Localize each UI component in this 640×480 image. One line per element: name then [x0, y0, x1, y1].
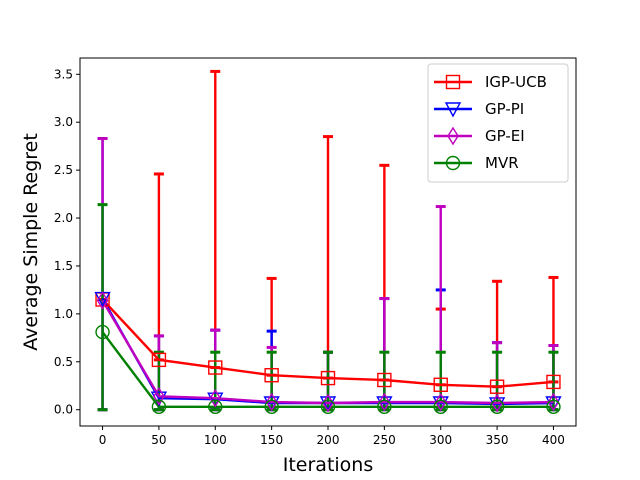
x-tick-label: 400 [542, 433, 565, 447]
data-point-gp-ei [209, 388, 222, 408]
data-point-gp-ei [491, 393, 503, 413]
data-point-mvr [433, 399, 448, 415]
legend-label-mvr: MVR [485, 154, 519, 172]
data-point-igp-ucb [320, 370, 336, 386]
legend-marker-gp-pi [444, 102, 462, 118]
y-axis-ticks: 0.0 0.5 1.0 1.5 2.0 2.5 3.0 3.5 [54, 67, 80, 417]
data-point-igp-ucb [433, 377, 448, 392]
data-point-mvr [95, 324, 110, 340]
x-axis-ticks: 0 50 100 150 200 250 300 350 400 [99, 426, 565, 447]
x-tick-label: 100 [204, 433, 227, 447]
data-point-gp-ei [547, 392, 560, 412]
x-tick-label: 0 [99, 433, 107, 447]
data-point-gp-ei [322, 393, 334, 413]
x-tick-label: 300 [429, 433, 452, 447]
series-markers-layer [94, 291, 562, 415]
y-tick-label: 1.0 [54, 307, 73, 321]
x-axis-label: Iterations [283, 454, 374, 476]
legend-marker-gp-ei [447, 126, 459, 146]
data-point-gp-ei [153, 386, 165, 406]
x-tick-label: 200 [317, 433, 340, 447]
data-point-gp-ei [96, 291, 109, 310]
data-point-mvr [546, 399, 561, 415]
series-lines-layer [101, 297, 554, 409]
legend-label-gp-ei: GP-EI [485, 127, 525, 145]
x-tick-label: 50 [151, 433, 166, 447]
data-point-gp-ei [434, 392, 447, 412]
data-point-gp-ei [265, 392, 278, 412]
legend: IGP-UCB GP-PI GP-EI MVR [427, 63, 569, 183]
x-tick-label: 350 [486, 433, 509, 447]
y-axis-label: Average Simple Regret [20, 133, 42, 351]
legend-label-igp-ucb: IGP-UCB [485, 73, 547, 91]
data-point-igp-ucb [377, 372, 392, 388]
legend-marker-mvr [445, 155, 461, 171]
y-tick-label: 3.0 [54, 115, 73, 129]
data-point-gp-pi [319, 396, 337, 412]
x-tick-label: 250 [373, 433, 396, 447]
data-point-gp-ei [378, 392, 391, 412]
series-line-gp-ei [101, 299, 554, 405]
y-tick-label: 2.0 [54, 211, 73, 225]
data-point-mvr [208, 399, 223, 415]
legend-label-gp-pi: GP-PI [485, 100, 524, 118]
y-tick-label: 0.0 [54, 403, 73, 417]
legend-box [427, 63, 569, 183]
data-point-mvr [377, 399, 392, 415]
series-line-igp-ucb [101, 298, 554, 388]
data-point-mvr [489, 399, 505, 415]
data-point-igp-ucb [208, 360, 223, 375]
legend-marker-igp-ucb [445, 74, 461, 90]
data-point-mvr [151, 399, 167, 415]
y-tick-label: 2.5 [54, 163, 73, 177]
y-tick-label: 1.5 [54, 259, 73, 273]
y-tick-label: 3.5 [54, 67, 73, 81]
series-line-mvr [101, 331, 554, 409]
y-tick-label: 0.5 [54, 355, 73, 369]
data-point-igp-ucb [546, 374, 561, 390]
data-point-mvr [320, 399, 336, 415]
data-point-igp-ucb [151, 352, 167, 368]
data-point-mvr [264, 399, 279, 415]
data-point-igp-ucb [264, 368, 279, 383]
x-tick-label: 150 [260, 433, 283, 447]
data-point-igp-ucb [489, 379, 505, 394]
